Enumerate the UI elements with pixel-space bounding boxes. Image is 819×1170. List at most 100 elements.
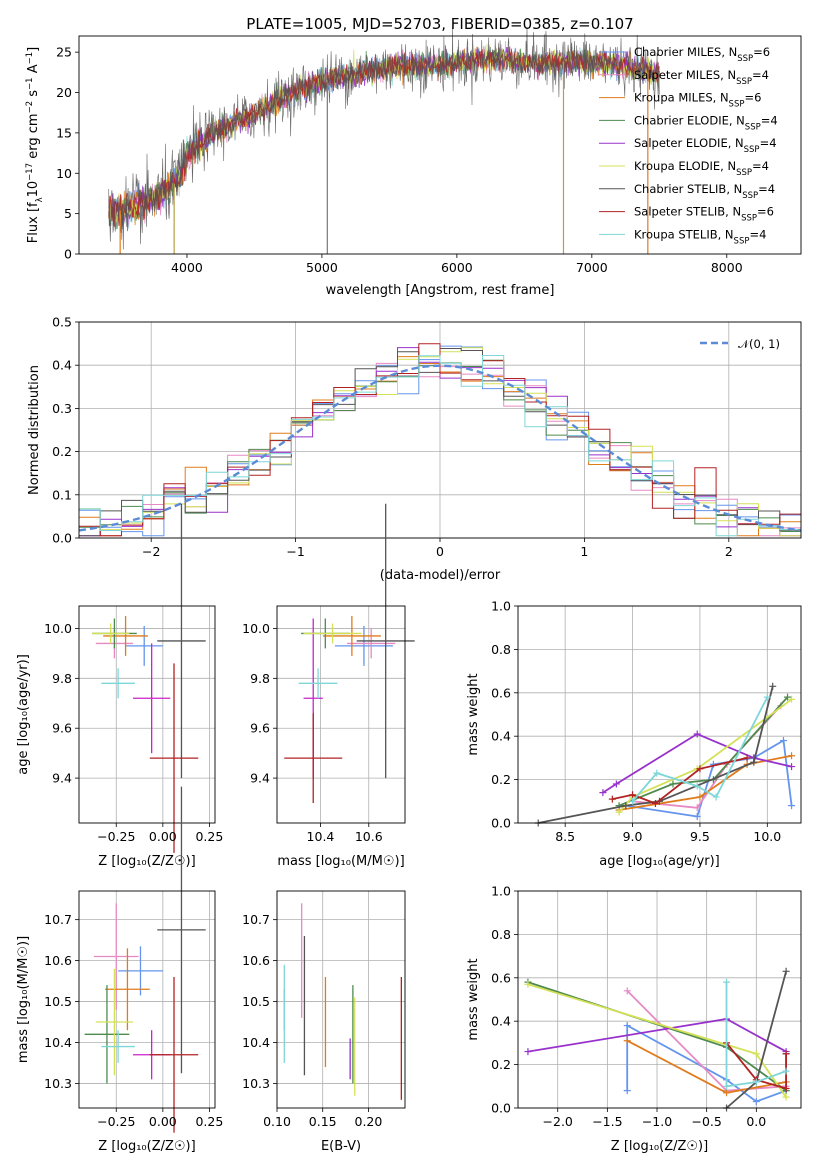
weight-line: [618, 696, 789, 807]
weight-marker: [782, 1093, 790, 1101]
x-tick-label: 0.15: [309, 1114, 337, 1129]
legend-label: Kroupa ELODIE, NSSP=4: [634, 159, 769, 178]
weight-marker: [524, 980, 532, 988]
weight-marker: [696, 793, 704, 801]
weight-marker: [779, 737, 787, 745]
y-tick-label: 0.6: [491, 685, 511, 700]
weight-marker: [784, 693, 792, 701]
plot-frame: [517, 890, 802, 1109]
y-tick-label: 0.0: [491, 1101, 511, 1116]
y-axis-label: Flux [fλ10−17 erg cm−2 s−1 A−1]: [25, 47, 45, 243]
legend-label: Salpeter STELIB, NSSP=6: [634, 205, 774, 224]
y-tick-label: 10.6: [242, 953, 270, 968]
y-tick-label: 25: [56, 45, 72, 60]
weight-marker: [750, 758, 758, 766]
y-tick-label: 0.5: [52, 315, 72, 330]
x-axis-label: Z [log₁₀(Z/Z☉)]: [611, 1139, 708, 1154]
legend-label: Kroupa MILES, NSSP=6: [634, 91, 761, 110]
axes-5: −0.25 0.00 0.25 10.3 10.4 10.5 10.6 10.7 Z [log₁…: [16, 786, 223, 1154]
y-axis-label: mass weight: [466, 673, 481, 755]
x-axis-label: Z [log₁₀(Z/Z☉)]: [98, 1139, 195, 1154]
y-tick-label: 10.3: [242, 1076, 270, 1091]
legend-label: Kroupa STELIB, NSSP=4: [634, 227, 766, 246]
x-tick-label: 5000: [306, 260, 338, 275]
x-tick-label: 7000: [576, 260, 608, 275]
weight-marker: [723, 1089, 731, 1097]
plot-frame: [78, 321, 802, 539]
x-axis-label: Z [log₁₀(Z/Z☉)]: [98, 854, 195, 869]
weight-marker: [623, 1022, 631, 1030]
y-tick-label: 0.8: [491, 927, 511, 942]
y-tick-label: 9.8: [250, 671, 270, 686]
x-tick-label: 8.5: [555, 829, 575, 844]
axes-4: 8.5 9.0 9.5 10.0 0.0 0.2 0.4 0.6 0.8 1.0 age [log₁…: [466, 599, 802, 869]
spectrum-line: [108, 44, 660, 232]
y-tick-label: 9.4: [250, 771, 270, 786]
axes-7: −2.0 −1.5 −1.0 −0.5 0.0 0.0 0.2 0.4 0.6 0.8 1.0 Z […: [466, 884, 802, 1154]
plot-frame: [78, 35, 802, 255]
chart-title: PLATE=1005, MJD=52703, FIBERID=0385, z=0…: [246, 15, 633, 33]
weight-marker: [693, 812, 701, 820]
y-tick-label: 0.0: [52, 531, 72, 546]
plot-frame: [78, 605, 216, 824]
plot-frame: [517, 605, 802, 824]
legend-label: Chabrier ELODIE, NSSP=4: [634, 113, 778, 132]
legend-label: Salpeter ELODIE, NSSP=4: [634, 136, 777, 155]
legend-label: Chabrier MILES, NSSP=6: [634, 45, 770, 64]
weight-marker: [623, 987, 631, 995]
y-tick-label: 20: [56, 85, 72, 100]
x-tick-label: 2: [725, 544, 733, 559]
y-tick-label: 10.0: [44, 621, 72, 636]
x-tick-label: 10.6: [355, 829, 383, 844]
weight-marker: [599, 789, 607, 797]
y-tick-label: 10.4: [44, 1035, 72, 1050]
y-axis-label: mass weight: [466, 958, 481, 1040]
axes-6: 0.10 0.15 0.20 10.3 10.4 10.5 10.6 10.7 E(B-V): [242, 890, 406, 1154]
y-tick-label: 10.5: [44, 994, 72, 1009]
y-tick-label: 9.8: [52, 671, 72, 686]
x-tick-label: 0.10: [263, 1114, 291, 1129]
y-tick-label: 10.4: [242, 1035, 270, 1050]
x-tick-label: −2: [142, 544, 160, 559]
weight-marker: [752, 1050, 760, 1058]
x-tick-label: 1: [580, 544, 588, 559]
weight-marker: [788, 695, 796, 703]
x-tick-label: 8000: [711, 260, 743, 275]
y-tick-label: 5: [64, 206, 72, 221]
y-tick-label: 1.0: [491, 884, 511, 899]
y-tick-label: 0.4: [491, 1014, 511, 1029]
x-tick-label: 9.0: [623, 829, 643, 844]
weight-marker: [629, 791, 637, 799]
weight-marker: [752, 1097, 760, 1105]
plot-frame: [276, 605, 406, 824]
x-tick-label: 0.20: [355, 1114, 383, 1129]
axes-1: −2 −1 0 1 2 0.0 0.1 0.2 0.3 0.4 0.5 (data-model)/er…: [27, 315, 802, 583]
y-tick-label: 10.7: [242, 912, 270, 927]
y-tick-label: 10.7: [44, 912, 72, 927]
y-axis-label: age [log₁₀(age/yr)]: [16, 654, 31, 775]
weight-marker: [782, 1050, 790, 1058]
x-tick-label: −1: [286, 544, 304, 559]
x-tick-label: 0: [436, 544, 444, 559]
weight-marker: [623, 1087, 631, 1095]
weight-marker: [629, 797, 637, 805]
legend-label: Chabrier STELIB, NSSP=4: [634, 182, 775, 201]
weight-marker: [622, 802, 630, 810]
x-tick-label: −0.5: [691, 1114, 721, 1129]
weight-marker: [723, 1082, 731, 1090]
x-tick-label: 6000: [441, 260, 473, 275]
weight-marker: [615, 808, 623, 816]
weight-marker: [693, 730, 701, 738]
x-tick-label: −1.0: [642, 1114, 672, 1129]
y-tick-label: 0.0: [491, 816, 511, 831]
weight-marker: [788, 802, 796, 810]
x-axis-label: wavelength [Angstrom, rest frame]: [326, 283, 555, 298]
plot-frame: [78, 890, 216, 1109]
x-tick-label: −0.25: [97, 829, 135, 844]
y-tick-label: 0.3: [52, 401, 72, 416]
x-tick-label: −1.5: [592, 1114, 622, 1129]
weight-marker: [524, 1048, 532, 1056]
weight-marker: [696, 765, 704, 773]
weight-marker: [782, 1084, 790, 1092]
